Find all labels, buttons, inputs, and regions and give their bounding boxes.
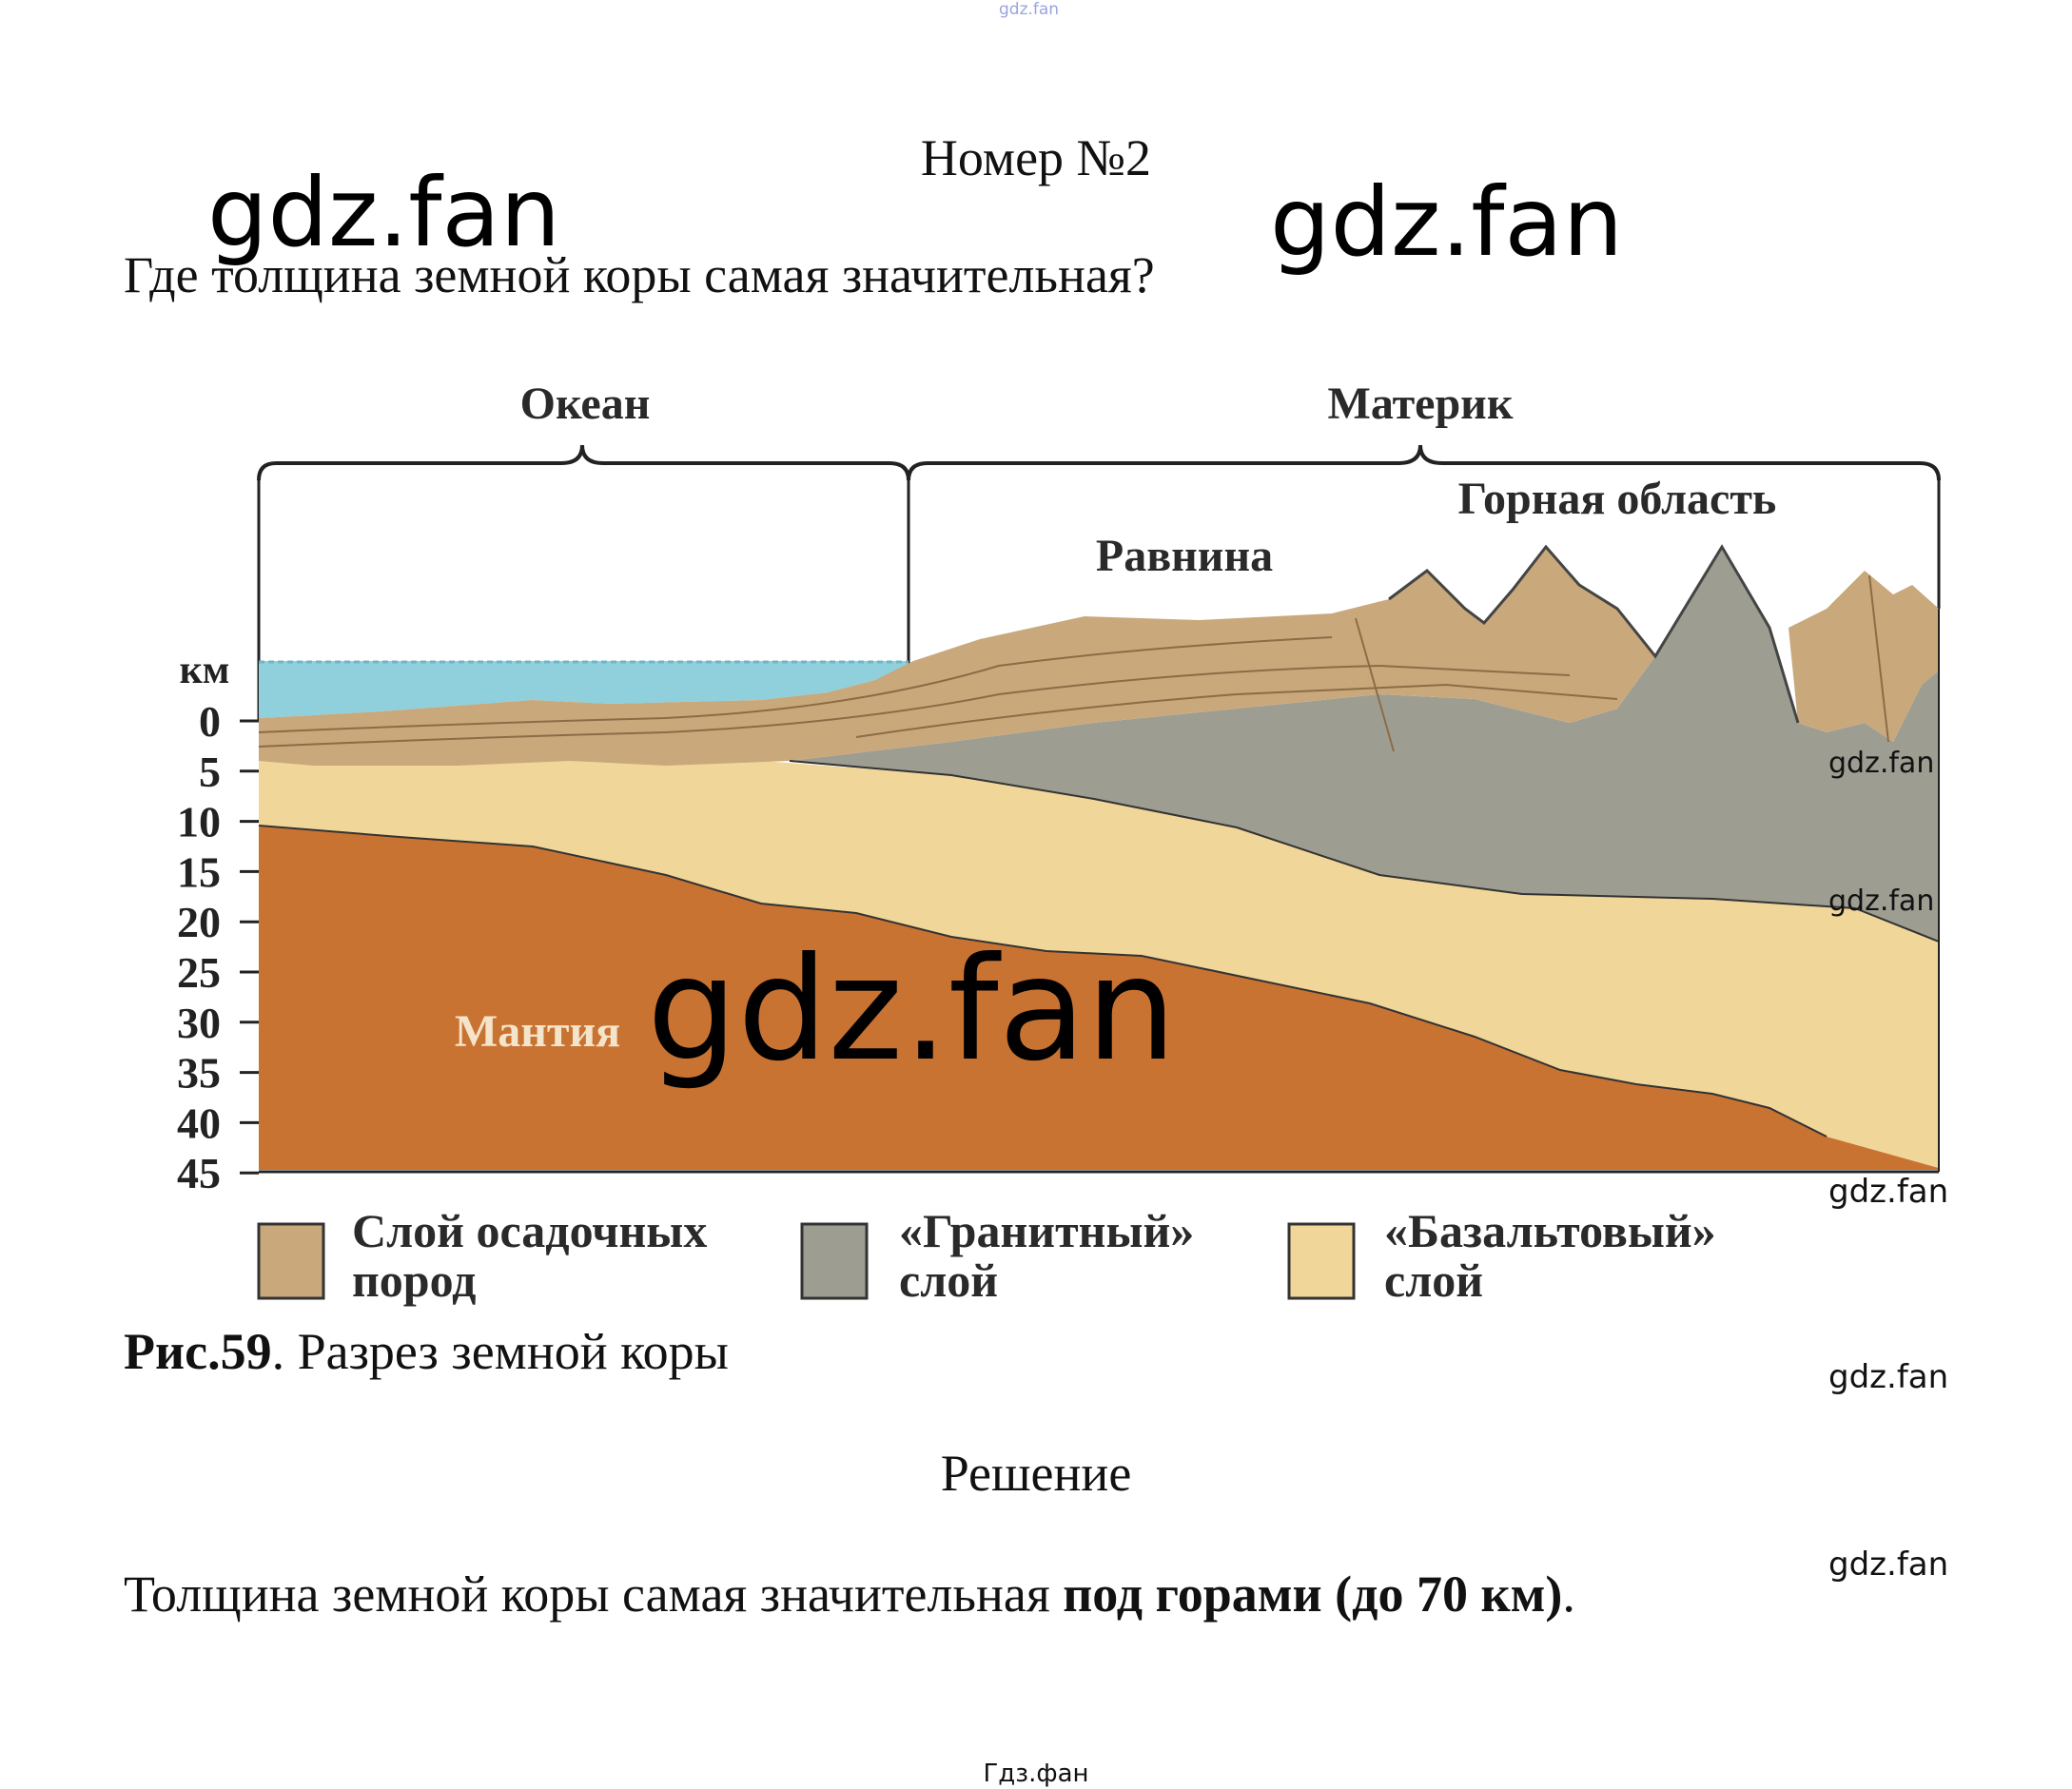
right-sediment-peaks <box>1789 571 1939 742</box>
depth-tick-label: 40 <box>177 1099 221 1147</box>
strata-line <box>258 636 1333 733</box>
ocean-brace <box>257 444 910 481</box>
basalt-layer <box>259 761 1939 1168</box>
answer-text: Толщина земной коры самая значительная п… <box>124 1565 1575 1624</box>
depth-tick-label: 35 <box>177 1049 221 1098</box>
watermark-large-left: gdz.fan <box>207 157 561 268</box>
strata-line <box>855 683 1618 738</box>
depth-tick-label: 25 <box>177 948 221 997</box>
answer-bold: под горами (до 70 км) <box>1063 1565 1563 1623</box>
footer-text: Гдз.фан <box>983 1760 1089 1788</box>
caption-text: . Разрез земной коры <box>271 1323 729 1380</box>
answer-start: Толщина земной коры самая значительная <box>124 1565 1064 1623</box>
depth-tick-label: 20 <box>177 898 221 946</box>
watermark-side-5: gdz.fan <box>1828 1546 1949 1584</box>
moho-line <box>258 825 1828 1138</box>
legend-granite-swatch <box>800 1222 869 1300</box>
watermark-side-3: gdz.fan <box>1828 1173 1949 1211</box>
ocean-water <box>259 661 909 718</box>
unit-label: км <box>180 649 230 692</box>
figure-caption: Рис.59. Разрез земной коры <box>124 1322 729 1381</box>
depth-tick-label: 10 <box>177 798 221 846</box>
fault-line <box>1868 574 1889 743</box>
caption-prefix: Рис.59 <box>124 1323 272 1380</box>
legend-sediment-swatch <box>257 1222 325 1300</box>
watermark-side-2: gdz.fan <box>1828 885 1935 918</box>
strata-line <box>258 664 1571 748</box>
depth-tick-label: 15 <box>177 847 221 896</box>
mantle-label: Мантия <box>455 1006 620 1057</box>
depth-tick-label: 45 <box>177 1149 221 1197</box>
plain-label: Равнина <box>1096 531 1273 581</box>
solution-title: Решение <box>940 1445 1132 1502</box>
sediment-layer <box>259 547 1655 766</box>
legend-basalt-swatch <box>1287 1222 1356 1300</box>
depth-tick-label: 0 <box>199 697 221 746</box>
watermark-center: gdz.fan <box>647 927 1177 1093</box>
depth-tick-label: 30 <box>177 999 221 1047</box>
peak-outline <box>1388 544 1800 724</box>
granite-layer <box>790 547 1939 942</box>
continent-label: Материк <box>1328 379 1514 429</box>
legend-basalt-label: «Базальтовый» слой <box>1384 1204 1716 1307</box>
fault-line <box>1355 617 1395 752</box>
question-text: Где толщина земной коры самая значительн… <box>124 246 1155 303</box>
boundary-line <box>789 760 1940 943</box>
top-watermark: gdz.fan <box>999 0 1060 19</box>
mantle-layer <box>259 826 1939 1170</box>
mountains-label: Горная область <box>1458 474 1777 524</box>
ocean-label: Океан <box>520 379 651 429</box>
legend-sediment-label: Слой осадочных пород <box>352 1204 708 1307</box>
legend-granite-label: «Гранитный» слой <box>899 1204 1195 1307</box>
watermark-large-right: gdz.fan <box>1270 166 1624 278</box>
page-heading: Номер №2 <box>920 129 1152 186</box>
answer-end: . <box>1562 1565 1575 1623</box>
continent-brace <box>907 444 1941 481</box>
depth-tick-label: 5 <box>199 748 221 796</box>
watermark-side-4: gdz.fan <box>1828 1358 1949 1396</box>
watermark-side-1: gdz.fan <box>1828 747 1935 780</box>
